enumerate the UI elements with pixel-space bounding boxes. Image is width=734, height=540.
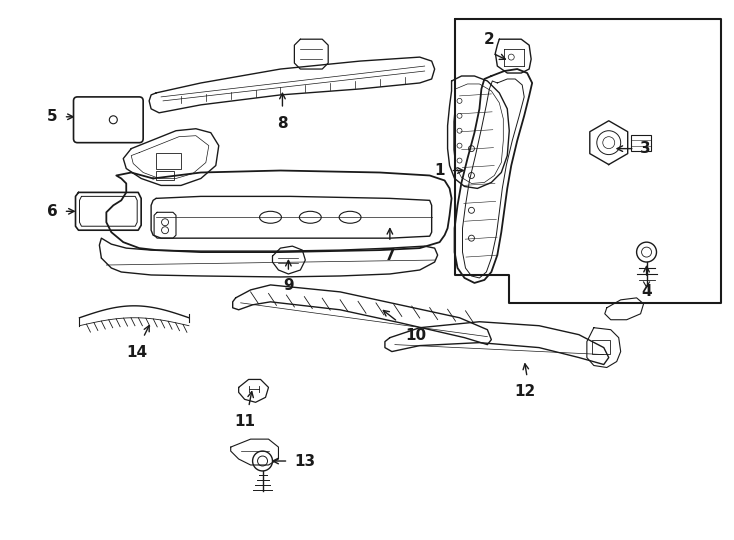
Bar [156, 171, 174, 180]
Text: 2: 2 [484, 32, 495, 47]
Bar [156, 153, 181, 168]
Text: 9: 9 [283, 278, 294, 293]
Text: 12: 12 [515, 384, 536, 400]
Bar [592, 340, 610, 354]
Text: 5: 5 [47, 109, 57, 124]
Text: 1: 1 [434, 163, 445, 178]
Bar [631, 134, 650, 151]
Text: 10: 10 [406, 328, 427, 343]
Text: 14: 14 [127, 345, 148, 360]
Text: 13: 13 [294, 454, 316, 469]
Text: 3: 3 [639, 141, 650, 156]
Text: 8: 8 [277, 116, 288, 131]
Text: 11: 11 [234, 414, 255, 429]
FancyBboxPatch shape [73, 97, 143, 143]
Text: 4: 4 [642, 284, 652, 299]
Text: 7: 7 [385, 248, 395, 263]
Text: 6: 6 [47, 204, 57, 219]
